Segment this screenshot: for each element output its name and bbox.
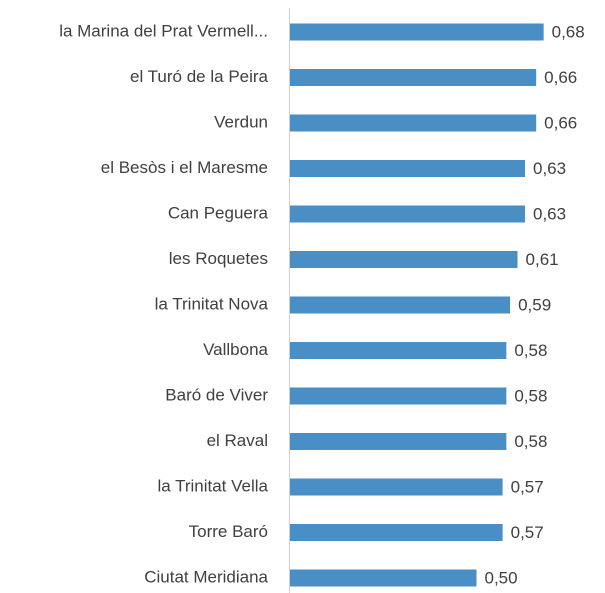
category-label: Can Peguera bbox=[168, 203, 269, 222]
category-label: la Trinitat Nova bbox=[155, 294, 269, 313]
bar bbox=[290, 433, 507, 450]
bar bbox=[290, 296, 511, 314]
category-label: Ciutat Meridiana bbox=[144, 567, 268, 586]
bar bbox=[290, 478, 503, 496]
category-label: el Raval bbox=[207, 431, 268, 450]
value-label: 0,61 bbox=[526, 250, 559, 269]
category-label: Torre Baró bbox=[189, 522, 268, 541]
bar bbox=[290, 342, 507, 359]
category-label: la Trinitat Vella bbox=[157, 476, 268, 495]
bar bbox=[290, 114, 537, 132]
bar bbox=[290, 205, 525, 223]
category-label: el Besòs i el Maresme bbox=[101, 158, 268, 177]
bar bbox=[290, 569, 477, 587]
bar bbox=[290, 251, 518, 268]
value-label: 0,63 bbox=[533, 204, 566, 223]
category-label: Baró de Viver bbox=[165, 385, 268, 404]
bar bbox=[290, 69, 537, 86]
bar bbox=[290, 387, 507, 405]
value-label: 0,58 bbox=[514, 432, 547, 451]
category-label: les Roquetes bbox=[169, 249, 268, 268]
value-label: 0,66 bbox=[544, 113, 577, 132]
bar bbox=[290, 23, 544, 41]
value-label: 0,68 bbox=[552, 22, 585, 41]
value-label: 0,58 bbox=[514, 386, 547, 405]
value-label: 0,59 bbox=[518, 295, 551, 314]
category-label: Verdun bbox=[214, 112, 268, 131]
bar bbox=[290, 160, 525, 177]
value-label: 0,58 bbox=[514, 341, 547, 360]
category-label: la Marina del Prat Vermell... bbox=[59, 21, 268, 40]
bar bbox=[290, 524, 503, 541]
value-label: 0,63 bbox=[533, 159, 566, 178]
category-label: el Turó de la Peira bbox=[130, 67, 269, 86]
value-label: 0,57 bbox=[511, 477, 544, 496]
value-label: 0,66 bbox=[544, 68, 577, 87]
value-label: 0,50 bbox=[485, 568, 518, 587]
category-label: Vallbona bbox=[203, 340, 268, 359]
value-label: 0,57 bbox=[511, 523, 544, 542]
